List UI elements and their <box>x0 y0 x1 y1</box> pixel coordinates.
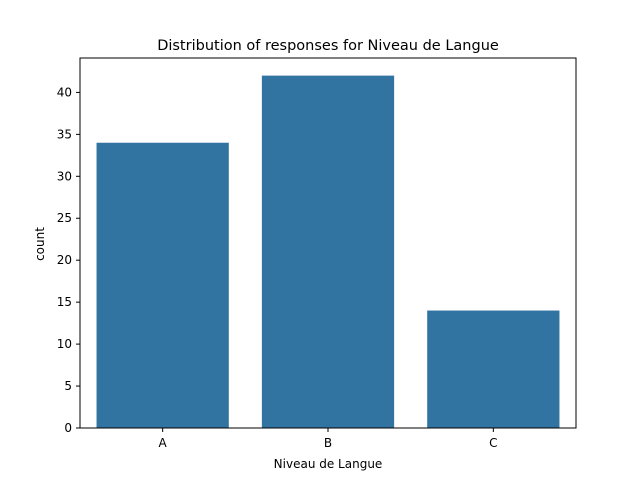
y-tick-label-40: 40 <box>57 85 72 99</box>
y-axis: 0 5 10 15 20 25 30 35 40 <box>57 85 80 435</box>
y-tick-label-15: 15 <box>57 295 72 309</box>
y-tick-label-10: 10 <box>57 337 72 351</box>
x-tick-label-B: B <box>324 436 332 450</box>
y-axis-label: count <box>33 227 47 261</box>
y-tick-label-25: 25 <box>57 211 72 225</box>
bars-group <box>96 75 560 428</box>
x-tick-label-C: C <box>489 436 497 450</box>
x-axis-label: Niveau de Langue <box>274 457 383 471</box>
x-tick-label-A: A <box>159 436 168 450</box>
y-tick-label-5: 5 <box>64 379 72 393</box>
y-tick-label-35: 35 <box>57 127 72 141</box>
y-tick-label-30: 30 <box>57 169 72 183</box>
chart-title: Distribution of responses for Niveau de … <box>157 38 499 54</box>
bar-B <box>261 75 395 428</box>
y-tick-label-0: 0 <box>64 421 72 435</box>
x-axis: A B C <box>159 428 498 450</box>
y-tick-label-20: 20 <box>57 253 72 267</box>
plot-frame <box>79 57 577 429</box>
bar-A <box>96 142 229 428</box>
bar-C <box>427 310 560 428</box>
